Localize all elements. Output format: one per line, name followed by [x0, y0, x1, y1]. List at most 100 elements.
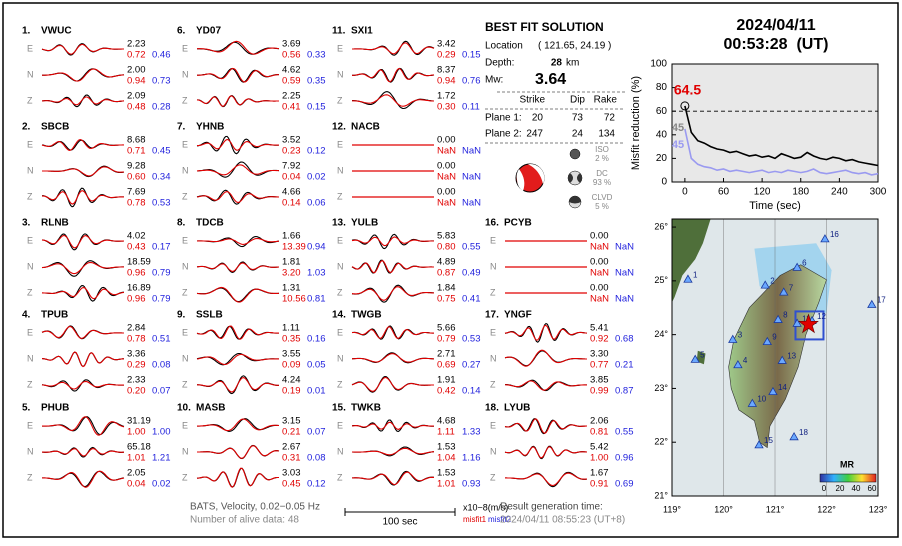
component-label: Z — [27, 287, 33, 297]
waveform-synthetic — [504, 418, 588, 434]
waveform-synthetic — [42, 166, 125, 177]
y-tick-label: 0 — [661, 177, 667, 188]
waveform-synthetic — [197, 377, 279, 393]
amplitude: 5.41 — [590, 323, 609, 334]
amplitude: 31.19 — [127, 416, 151, 427]
misfit2: 0.08 — [307, 453, 326, 464]
x-tick-label: 300 — [870, 187, 887, 198]
amplitude: 0.00 — [437, 161, 456, 172]
misfit2: NaN — [462, 172, 481, 183]
misfit2: 0.21 — [615, 360, 634, 371]
station-name: TPUB — [41, 310, 68, 321]
amplitude: 3.85 — [590, 375, 609, 386]
location-label: Location — [485, 41, 523, 52]
component-label: E — [337, 235, 343, 245]
misfit1: 0.91 — [590, 479, 609, 490]
station-number: 7 — [789, 283, 794, 292]
amplitude: 3.69 — [282, 39, 301, 50]
amplitude: 1.31 — [282, 283, 301, 294]
misfit2: 0.28 — [152, 102, 171, 113]
component-label: N — [490, 353, 497, 363]
misfit2: 0.12 — [307, 479, 326, 490]
station-marker — [792, 262, 802, 271]
station-name: PHUB — [41, 403, 69, 414]
x-tick-label: 240 — [831, 187, 848, 198]
misfit2: 0.93 — [462, 479, 481, 490]
amplitude: 3.03 — [282, 468, 301, 479]
component-label: Z — [490, 287, 496, 297]
waveform-synthetic — [505, 472, 588, 487]
misfit2: 0.02 — [152, 479, 171, 490]
misfit2: NaN — [615, 268, 634, 279]
misfit2: 0.49 — [462, 268, 481, 279]
colorbar-tick: 20 — [836, 484, 845, 493]
component-label: E — [182, 139, 188, 149]
waveform-synthetic — [504, 446, 588, 459]
scale-label: 100 sec — [382, 517, 417, 528]
station-marker — [760, 280, 770, 289]
y-tick-label: 40 — [656, 129, 668, 140]
depth: 28 — [551, 58, 563, 69]
component-label: N — [27, 446, 34, 456]
misfit2: 0.02 — [307, 172, 326, 183]
waveform-synthetic — [351, 259, 434, 274]
amplitude: 3.30 — [590, 349, 609, 360]
misfit1: NaN — [590, 268, 609, 279]
station-name: VWUC — [41, 26, 72, 37]
misfit2: 1.03 — [307, 268, 326, 279]
map-border — [671, 218, 879, 497]
lon-label: 121° — [766, 504, 785, 514]
station-marker — [779, 287, 789, 296]
plane-value: 20 — [532, 113, 544, 124]
amplitude: 4.24 — [282, 375, 301, 386]
x-tick-label: 120 — [754, 187, 771, 198]
component-label: E — [490, 327, 496, 337]
frame — [2, 2, 899, 538]
misfit2: NaN — [462, 198, 481, 209]
amplitude: 0.00 — [590, 231, 609, 242]
misfit1: 0.71 — [127, 146, 146, 157]
plane-column: Rake — [594, 95, 618, 106]
misfit2: 0.94 — [307, 242, 326, 253]
waveform-observed — [352, 40, 435, 56]
plane-value: 72 — [604, 113, 616, 124]
amplitude: 0.00 — [437, 135, 456, 146]
misfit1: 0.72 — [127, 50, 146, 61]
amplitude: 2.09 — [127, 91, 146, 102]
station-marker — [867, 299, 877, 308]
amplitude: 1.11 — [282, 323, 300, 334]
waveform-synthetic — [196, 286, 280, 303]
station-marker — [792, 318, 802, 327]
station-number: 13 — [787, 352, 796, 361]
waveform-observed — [41, 325, 124, 340]
lat-label: 24° — [654, 329, 668, 339]
misfit1: 0.60 — [127, 172, 146, 183]
station-number: 18 — [799, 428, 808, 437]
component-label: E — [27, 235, 33, 245]
misfit1: 0.31 — [282, 453, 301, 464]
station-number: 12 — [817, 312, 826, 321]
misfit1: 0.56 — [282, 50, 301, 61]
waveform-observed — [196, 467, 279, 488]
amplitude: 1.67 — [590, 468, 609, 479]
waveform-synthetic — [197, 418, 280, 432]
amplitude: 4.89 — [437, 257, 456, 268]
waveform-synthetic — [42, 470, 125, 488]
amplitude: 4.68 — [437, 416, 456, 427]
station-number: 8 — [783, 311, 788, 320]
misfit2: 0.27 — [462, 360, 481, 371]
waveform-observed — [351, 284, 435, 303]
amplitude: 3.15 — [282, 416, 301, 427]
station-index: 5. — [22, 403, 31, 414]
misfit1: 0.29 — [127, 360, 146, 371]
station-index: 14. — [332, 310, 346, 321]
station-index: 16. — [485, 218, 499, 229]
amplitude: 65.18 — [127, 442, 151, 453]
lon-label: 120° — [714, 504, 733, 514]
misfit1: 0.09 — [282, 360, 301, 371]
misfit2: 0.55 — [615, 427, 634, 438]
station-marker — [754, 440, 764, 449]
waveform-synthetic — [196, 95, 279, 107]
waveform-synthetic — [352, 471, 435, 486]
waveform-synthetic — [351, 377, 434, 392]
